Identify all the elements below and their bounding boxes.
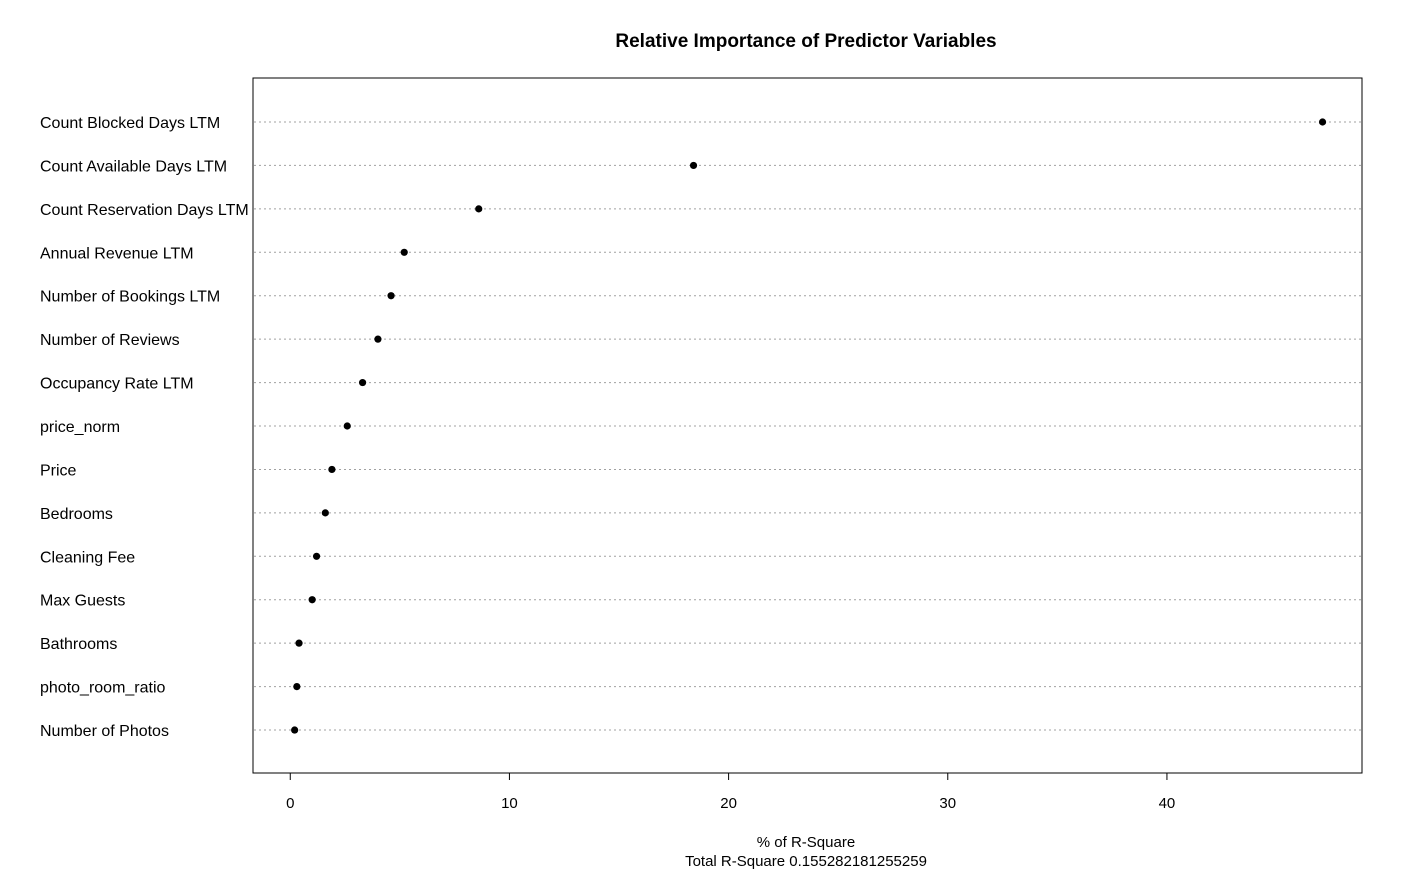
chart-title: Relative Importance of Predictor Variabl… <box>615 31 996 52</box>
data-point <box>308 596 316 604</box>
data-point <box>343 422 351 430</box>
data-point <box>374 335 382 343</box>
data-point <box>400 248 408 256</box>
category-label: Count Blocked Days LTM <box>40 115 220 132</box>
data-point <box>321 509 329 517</box>
data-point <box>358 378 367 387</box>
data-points <box>291 118 1327 734</box>
x-tick-label: 20 <box>720 795 737 812</box>
category-label: Count Available Days LTM <box>40 158 227 175</box>
x-axis-label: % of R-Square <box>757 834 855 851</box>
category-label: Occupancy Rate LTM <box>40 376 194 393</box>
plot-frame <box>252 77 1363 774</box>
data-point <box>312 552 321 560</box>
data-point <box>291 726 299 734</box>
data-point <box>387 292 395 300</box>
category-label: Bathrooms <box>40 636 117 653</box>
category-label: Cleaning Fee <box>40 549 135 566</box>
category-label: Bedrooms <box>40 506 113 523</box>
data-point <box>475 205 483 213</box>
category-label: Annual Revenue LTM <box>40 245 194 262</box>
x-axis: 0 10 20 30 40 <box>286 772 1176 812</box>
x-tick-label: 0 <box>286 795 294 812</box>
grid-lines <box>254 121 1361 731</box>
category-label: Number of Photos <box>40 723 169 740</box>
x-tick-label: 30 <box>939 795 956 812</box>
category-label: Number of Bookings LTM <box>40 289 220 306</box>
data-point <box>689 161 698 170</box>
data-point <box>328 465 336 474</box>
category-label: Number of Reviews <box>40 332 180 349</box>
total-r-square-label: Total R-Square 0.155282181255259 <box>685 853 927 870</box>
category-label: photo_room_ratio <box>40 680 166 697</box>
category-label: Count Reservation Days LTM <box>40 202 249 219</box>
category-labels: Count Blocked Days LTM Count Available Da… <box>40 115 249 740</box>
data-point <box>295 639 303 647</box>
category-label: price_norm <box>40 419 120 436</box>
category-label: Price <box>40 462 77 479</box>
x-tick-label: 40 <box>1159 795 1176 812</box>
data-point <box>293 682 301 691</box>
x-tick-label: 10 <box>501 795 518 812</box>
category-label: Max Guests <box>40 593 125 610</box>
data-point <box>1318 118 1327 126</box>
